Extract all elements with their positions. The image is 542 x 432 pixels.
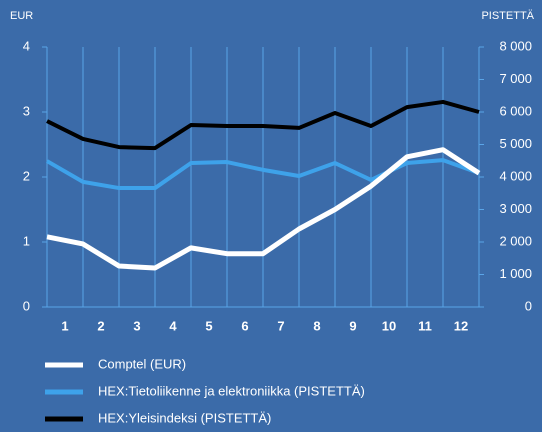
x-tick-label: 8 [313,318,320,333]
x-tick-label: 2 [97,318,104,333]
x-tick-label: 11 [418,318,432,333]
series-line [46,99,480,151]
x-tick-label: 3 [133,318,140,333]
legend-label: Comptel (EUR) [98,356,186,371]
x-tick-label: 5 [205,318,212,333]
y-tick-label: 2 [23,168,30,183]
series-line [46,147,481,271]
x-tick-label: 6 [241,318,248,333]
y2-tick-label: 4 000 [499,168,532,183]
y2-tick-label: 5 000 [499,136,532,151]
y2-tick-label: 7 000 [499,71,532,86]
y2-tick-label: 1 000 [499,266,532,281]
y-tick-label: 1 [23,233,30,248]
y-tick-label: 4 [23,38,30,53]
x-tick-label: 4 [169,318,177,333]
series-line [45,158,480,191]
y2-tick-label: 3 000 [499,201,532,216]
x-tick-label: 12 [454,318,468,333]
y-tick-label: 0 [23,298,30,313]
x-tick-label: 1 [61,318,68,333]
y2-tick-label: 0 [525,298,532,313]
x-tick-label: 10 [382,318,396,333]
y2-axis-label: PISTETTÄ [481,10,534,22]
y2-tick-label: 6 000 [499,103,532,118]
y-tick-label: 3 [23,103,30,118]
legend-label: HEX:Yleisindeksi (PISTETTÄ) [98,410,271,425]
legend-label: HEX:Tietoliikenne ja elektroniikka (PIST… [98,383,365,398]
y2-tick-label: 2 000 [499,233,532,248]
x-tick-label: 7 [277,318,284,333]
y-axis-label: EUR [10,10,33,22]
y2-tick-label: 8 000 [499,38,532,53]
x-tick-label: 9 [349,318,356,333]
